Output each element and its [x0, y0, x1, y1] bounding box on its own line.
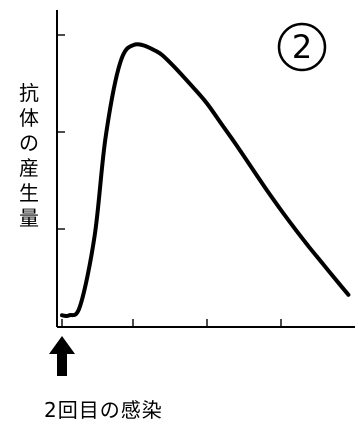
- y-axis-label-char: 産: [19, 156, 39, 180]
- infection-arrow-icon: [49, 336, 75, 376]
- y-axis-label: 抗体の産生量: [19, 81, 39, 230]
- x-axis-label: 2回目の感染: [44, 398, 163, 422]
- badge-number: 2: [292, 28, 312, 66]
- circled-number-badge: 2: [277, 22, 327, 72]
- axes: [56, 10, 355, 328]
- y-axis-label-char: 生: [19, 181, 39, 205]
- y-axis-label-char: の: [19, 131, 39, 155]
- y-axis-label-char: 量: [19, 206, 39, 230]
- ticks: [57, 34, 282, 327]
- antibody-curve: [60, 42, 351, 319]
- y-axis-label-char: 体: [19, 106, 39, 130]
- y-axis-label-char: 抗: [19, 81, 39, 105]
